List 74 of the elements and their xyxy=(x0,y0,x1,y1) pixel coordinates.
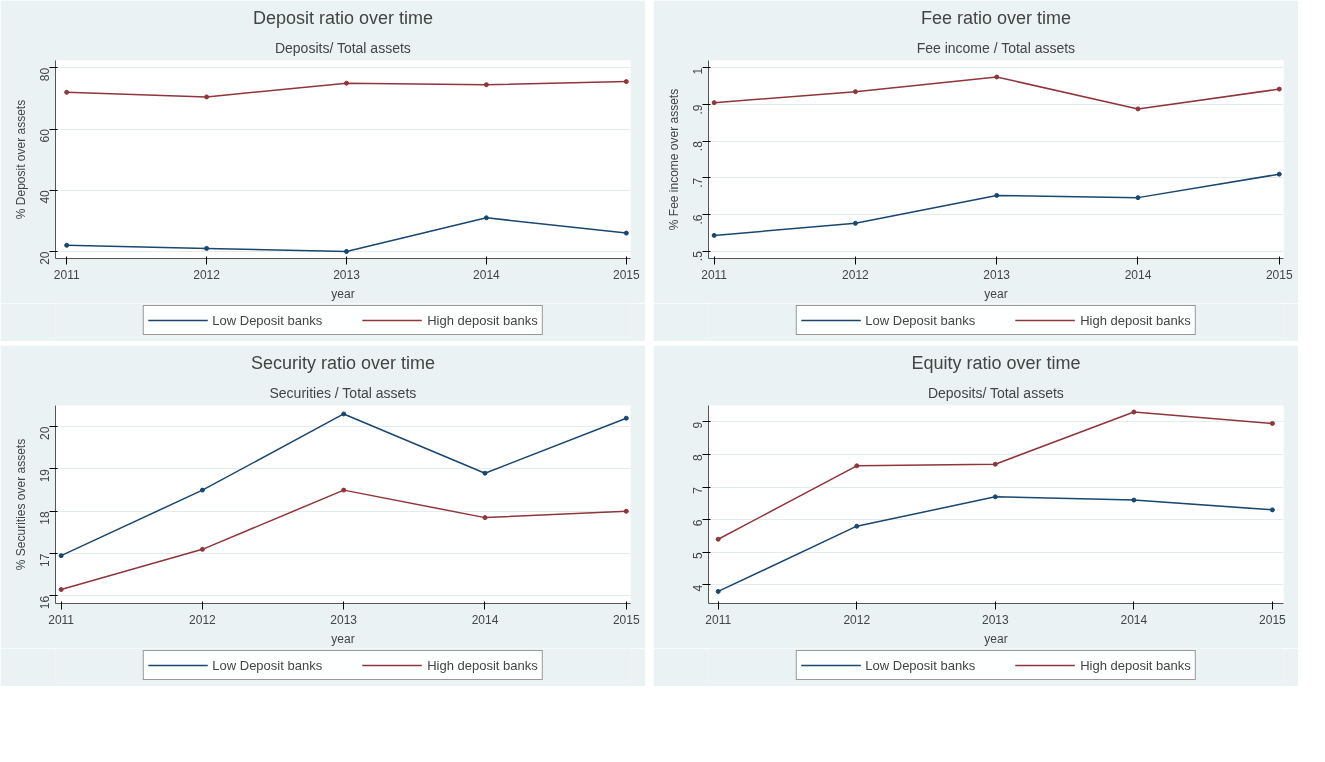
y-tick-label: 1 xyxy=(691,67,705,75)
chart-subtitle: Fee income / Total assets xyxy=(916,39,1076,56)
y-tick-label: 4 xyxy=(691,584,705,592)
y-tick-label: 17 xyxy=(38,553,52,567)
legend-label: High deposit banks xyxy=(427,312,538,328)
y-tick-label: 60 xyxy=(38,128,52,143)
point xyxy=(854,463,860,469)
x-tick-label: 2013 xyxy=(330,612,358,627)
point xyxy=(992,461,998,467)
point xyxy=(715,536,721,542)
x-tick-label: 2011 xyxy=(705,612,732,627)
y-tick-label: 18 xyxy=(38,510,52,525)
legend-label: Low Deposit banks xyxy=(865,657,976,673)
chart-subtitle: Deposits/ Total assets xyxy=(927,384,1064,401)
point xyxy=(1269,507,1275,513)
y-tick-label: 5 xyxy=(691,551,705,559)
y-tick-label: 16 xyxy=(38,595,52,610)
chart-title: Security ratio over time xyxy=(250,352,436,373)
x-axis-title: year xyxy=(984,286,1008,301)
x-tick-label: 2012 xyxy=(843,612,871,627)
x-tick-label: 2012 xyxy=(842,267,870,282)
y-tick-label: 80 xyxy=(38,67,52,82)
chart-title: Deposit ratio over time xyxy=(252,7,434,28)
y-axis-title: % Deposit over assets xyxy=(13,99,28,220)
y-tick-label: .9 xyxy=(691,104,705,115)
x-tick-label: 2015 xyxy=(612,612,640,627)
legend-label: High deposit banks xyxy=(1080,657,1191,673)
point xyxy=(1131,497,1137,503)
point xyxy=(992,494,998,500)
y-tick-label: .5 xyxy=(691,250,705,262)
y-axis-title: % Securities over assets xyxy=(13,438,28,571)
y-tick-label: 20 xyxy=(38,426,52,440)
y-tick-label: 8 xyxy=(691,454,705,462)
legend-label: High deposit banks xyxy=(1080,312,1191,328)
x-tick-label: 2011 xyxy=(701,267,728,282)
x-tick-label: 2012 xyxy=(193,267,221,282)
y-tick-label: .7 xyxy=(691,177,705,188)
chart-title: Fee ratio over time xyxy=(920,7,1072,28)
x-tick-label: 2011 xyxy=(53,267,80,282)
x-tick-label: 2013 xyxy=(981,612,1009,627)
x-tick-label: 2012 xyxy=(189,612,217,627)
point xyxy=(1269,420,1275,426)
x-tick-label: 2014 xyxy=(1124,267,1152,282)
point xyxy=(715,588,721,594)
x-tick-label: 2013 xyxy=(333,267,361,282)
point xyxy=(854,523,860,529)
y-axis-title: % Fee income over assets xyxy=(666,88,681,231)
x-tick-label: 2014 xyxy=(471,612,499,627)
y-tick-label: 7 xyxy=(691,486,705,494)
legend-label: Low Deposit banks xyxy=(212,312,323,328)
x-axis-title: year xyxy=(331,631,355,646)
chart-subtitle: Deposits/ Total assets xyxy=(274,39,411,56)
x-tick-label: 2013 xyxy=(983,267,1011,282)
x-tick-label: 2015 xyxy=(612,267,640,282)
x-axis-title: year xyxy=(984,631,1008,646)
x-tick-label: 2015 xyxy=(1259,612,1287,627)
point xyxy=(1131,409,1137,415)
y-tick-label: .6 xyxy=(691,214,705,225)
y-tick-label: 6 xyxy=(691,519,705,527)
y-tick-label: 19 xyxy=(38,468,52,483)
x-tick-label: 2014 xyxy=(473,267,501,282)
legend-label: Low Deposit banks xyxy=(865,312,976,328)
chart-title: Equity ratio over time xyxy=(911,352,1081,373)
y-tick-label: .8 xyxy=(691,140,705,152)
x-axis-title: year xyxy=(331,286,355,301)
legend-label: High deposit banks xyxy=(427,657,538,673)
x-tick-label: 2014 xyxy=(1120,612,1148,627)
y-tick-label: 9 xyxy=(691,421,705,429)
x-tick-label: 2011 xyxy=(48,612,75,627)
legend-label: Low Deposit banks xyxy=(212,657,323,673)
y-tick-label: 20 xyxy=(38,251,52,265)
y-tick-label: 40 xyxy=(38,189,52,204)
x-tick-label: 2015 xyxy=(1265,267,1293,282)
chart-subtitle: Securities / Total assets xyxy=(269,384,417,401)
